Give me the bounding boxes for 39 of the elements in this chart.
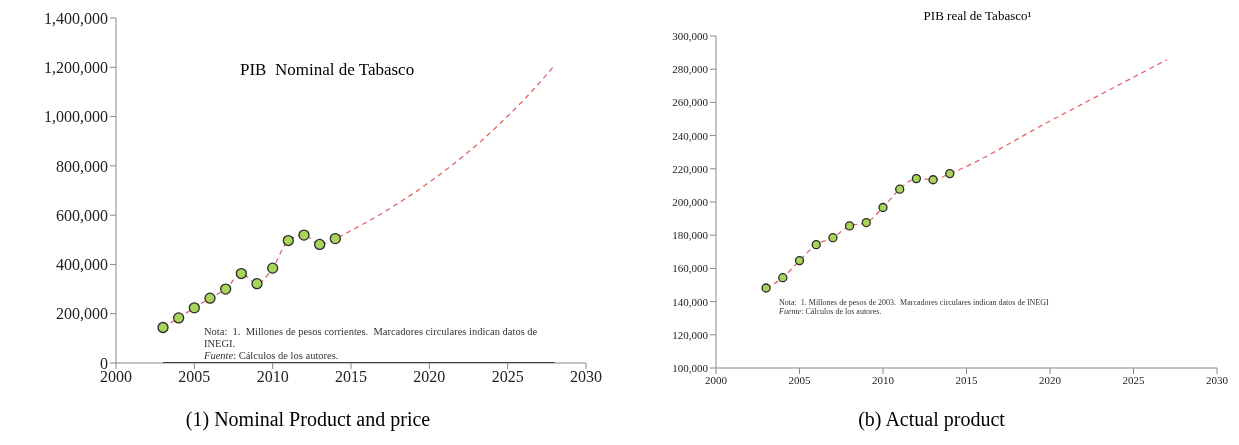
y-tick-label: 1,000,000 xyxy=(44,108,108,126)
y-tick-label: 140,000 xyxy=(672,295,709,308)
y-tick-label: 260,000 xyxy=(672,96,709,109)
y-tick-label: 400,000 xyxy=(56,256,108,274)
x-tick-label: 2000 xyxy=(705,373,728,386)
annotation: Fuente: Cálculos de los autores. xyxy=(779,307,883,317)
x-tick-label: 2025 xyxy=(491,368,524,386)
y-tick-label: 220,000 xyxy=(672,162,709,175)
x-tick-label: 2005 xyxy=(788,373,811,386)
y-tick-label: 1,200,000 xyxy=(44,58,108,76)
y-tick-label: 100,000 xyxy=(672,361,709,374)
x-tick-label: 2020 xyxy=(1039,373,1062,386)
y-tick-label: 120,000 xyxy=(672,328,709,341)
y-tick-label: 200,000 xyxy=(672,195,709,208)
y-tick-label: 600,000 xyxy=(56,206,108,224)
y-tick-label: 200,000 xyxy=(56,305,108,323)
x-tick-label: 2010 xyxy=(256,368,289,386)
x-tick-label: 2025 xyxy=(1122,373,1145,386)
y-tick-label: 280,000 xyxy=(672,63,709,76)
x-tick-label: 2005 xyxy=(178,368,211,386)
annotation: Fuente: Cálculos de los autores. xyxy=(204,350,340,363)
y-tick-label: 240,000 xyxy=(672,129,709,142)
annotation: Nota: 1. Millones de pesos corrientes. Marcadores circulares indican datos de INEGI. xyxy=(204,326,539,351)
annotation: Nota: 1. Millones de pesos de 2003. Marcadores circulares indican datos de INEGI xyxy=(779,298,1050,308)
x-tick-label: 2030 xyxy=(1206,373,1229,386)
x-tick-label: 2015 xyxy=(335,368,367,386)
y-tick-label: 180,000 xyxy=(672,229,709,242)
x-tick-label: 2030 xyxy=(570,368,602,386)
y-tick-label: 160,000 xyxy=(672,262,709,275)
x-tick-label: 2015 xyxy=(955,373,978,386)
text: (b) Actual product xyxy=(857,408,1006,431)
y-tick-label: 800,000 xyxy=(56,157,108,175)
x-tick-label: 2010 xyxy=(872,373,895,386)
text: PIB Nominal de Tabasco xyxy=(240,60,415,80)
y-tick-label: 300,000 xyxy=(672,29,709,42)
y-tick-label: 1,400,000 xyxy=(44,9,108,27)
x-tick-label: 2020 xyxy=(413,368,446,386)
chart-title: PIB real de Tabasco¹ xyxy=(922,8,1033,25)
text: (1) Nominal Product and price xyxy=(184,408,432,431)
